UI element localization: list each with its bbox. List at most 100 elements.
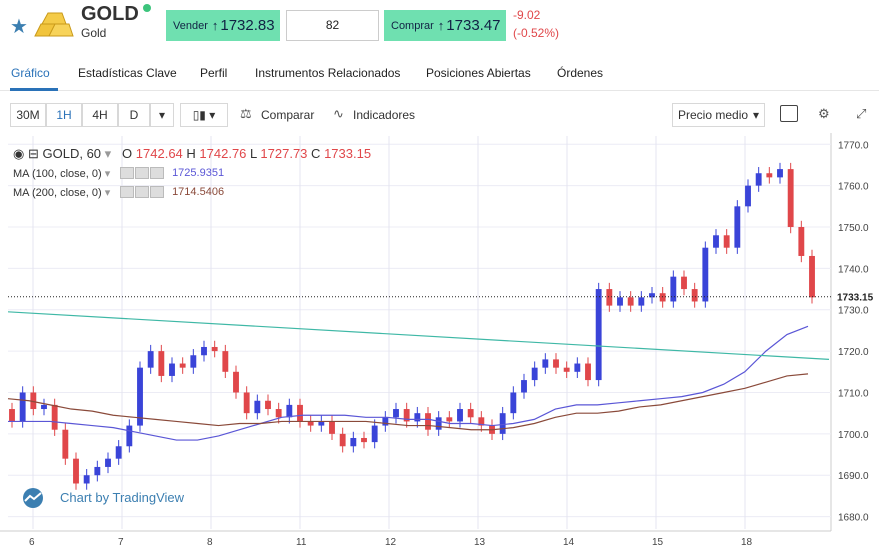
ma200-value: 1714.5406 <box>172 186 225 198</box>
instrument-symbol: GOLD <box>81 3 139 25</box>
close-icon[interactable] <box>150 167 164 180</box>
price-type-select[interactable]: Precio medio ▾ <box>672 103 765 127</box>
chevron-down-icon[interactable]: ▾ <box>104 168 111 180</box>
instrument-tabs: Gráfico Estadísticas Clave Perfil Instru… <box>0 58 879 91</box>
compare-button[interactable]: Comparar <box>261 108 315 122</box>
price-tick-label: 1750.0 <box>838 223 869 234</box>
candle-body <box>670 276 677 302</box>
candle-body <box>339 433 346 447</box>
candle-body <box>190 355 197 368</box>
candle-body <box>745 185 751 207</box>
close-icon[interactable] <box>150 186 164 199</box>
instrument-header: ★ GOLD Gold Vender ↑ 1732.83 82 Comprar … <box>0 0 879 52</box>
time-tick-label: 8 <box>207 537 213 548</box>
chart-type-button[interactable]: ▯▮ ▾ <box>180 103 228 127</box>
time-tick-label: 18 <box>741 537 753 548</box>
settings-icon[interactable] <box>135 186 149 199</box>
interval-4h[interactable]: 4H <box>82 103 118 127</box>
candle-body <box>403 409 410 422</box>
price-type-value: Precio medio <box>678 108 749 122</box>
candle-body <box>115 446 122 459</box>
indicators-button[interactable]: Indicadores <box>353 108 416 122</box>
compare-icon[interactable]: ⚖ <box>240 106 252 121</box>
candle-body <box>446 417 453 422</box>
tab-perfil[interactable]: Perfil <box>200 66 228 80</box>
candle-body <box>467 409 474 418</box>
change-absolute: -9.02 <box>513 8 541 22</box>
tab-posiciones[interactable]: Posiciones Abiertas <box>426 66 531 80</box>
chevron-down-icon[interactable]: ▾ <box>104 187 111 199</box>
collapse-icon[interactable]: ⊟ <box>27 146 39 161</box>
candle-body <box>201 346 207 356</box>
candle-body <box>649 293 655 298</box>
candle-body <box>510 392 517 414</box>
tab-grafico[interactable]: Gráfico <box>11 66 50 80</box>
price-tick-label: 1710.0 <box>838 388 869 399</box>
instrument-name: Gold <box>81 26 107 40</box>
price-chart[interactable]: 1680.0 1690.0 1700.0 1710.0 1720.0 1730.0 1740… <box>0 133 879 553</box>
candle-body <box>702 247 709 302</box>
chart-canvas[interactable]: 1680.0 1690.0 1700.0 1710.0 1720.0 1730.0 1740… <box>0 133 879 553</box>
market-open-indicator <box>143 4 151 12</box>
time-tick-label: 14 <box>563 537 575 548</box>
legend-title: GOLD, 60 <box>42 146 102 161</box>
candle-body <box>158 351 165 376</box>
candle-body <box>286 404 293 418</box>
candle-body <box>595 289 602 381</box>
candle-body <box>585 363 591 381</box>
visibility-icon[interactable] <box>120 186 134 199</box>
candle-body <box>62 429 69 459</box>
interval-d[interactable]: D <box>118 103 150 127</box>
buy-button[interactable]: Comprar ↑ 1733.47 <box>384 10 506 41</box>
candle-body <box>734 206 741 248</box>
candle-body <box>169 363 175 376</box>
fullscreen-icon[interactable]: ⤢ <box>856 106 867 121</box>
candle-body <box>94 466 101 476</box>
candle-body <box>9 409 15 422</box>
candle-body <box>521 380 527 393</box>
candle-body <box>574 363 581 372</box>
buy-label: Comprar <box>391 19 434 32</box>
high-label: H <box>186 146 196 161</box>
tab-estadisticas[interactable]: Estadísticas Clave <box>78 66 177 80</box>
chevron-down-icon[interactable]: ▾ <box>104 146 112 161</box>
candle-body <box>478 417 485 426</box>
arrow-up-icon: ↑ <box>437 18 445 33</box>
candle-body <box>787 169 794 228</box>
active-tab-indicator <box>10 88 58 91</box>
candle-body <box>265 400 271 410</box>
time-tick-label: 15 <box>652 537 664 548</box>
indicators-icon[interactable]: ∿ <box>333 106 344 121</box>
arrow-up-icon: ↑ <box>211 18 219 33</box>
last-price-badge <box>833 289 879 304</box>
time-tick-label: 7 <box>118 537 124 548</box>
chart-toolbar: 30M 1H 4H D ▾ ▯▮ ▾ ⚖ Comparar ∿ Indicado… <box>0 100 879 130</box>
interval-dropdown[interactable]: ▾ <box>150 103 174 127</box>
gear-icon[interactable]: ⚙ <box>818 106 830 121</box>
candle-body <box>350 437 357 447</box>
change-percent: (-0.52%) <box>513 26 560 40</box>
candle-body <box>606 289 613 306</box>
chevron-down-icon: ▾ <box>209 108 216 122</box>
quantity-input[interactable]: 82 <box>286 10 379 41</box>
open-value: 1742.64 <box>135 146 183 161</box>
sell-button[interactable]: Vender ↑ 1732.83 <box>166 10 280 41</box>
price-tick-label: 1730.0 <box>838 306 869 317</box>
candle-body <box>30 392 37 410</box>
tradingview-watermark[interactable]: Chart by TradingView <box>60 490 185 505</box>
visibility-icon[interactable] <box>120 167 134 180</box>
price-tick-label: 1700.0 <box>838 430 869 441</box>
last-price-label: 1733.15 <box>837 293 874 304</box>
eye-icon[interactable]: ◉ <box>13 146 25 161</box>
interval-1h[interactable]: 1H <box>46 103 82 127</box>
star-icon[interactable]: ★ <box>10 16 28 38</box>
snapshot-icon[interactable] <box>780 105 798 122</box>
tab-instrumentos[interactable]: Instrumentos Relacionados <box>255 66 401 80</box>
candle-body <box>713 235 719 248</box>
candle-body <box>41 404 47 410</box>
candle-body <box>297 404 303 422</box>
candle-body <box>766 173 773 178</box>
tab-ordenes[interactable]: Órdenes <box>557 66 604 80</box>
settings-icon[interactable] <box>135 167 149 180</box>
interval-30m[interactable]: 30M <box>10 103 46 127</box>
